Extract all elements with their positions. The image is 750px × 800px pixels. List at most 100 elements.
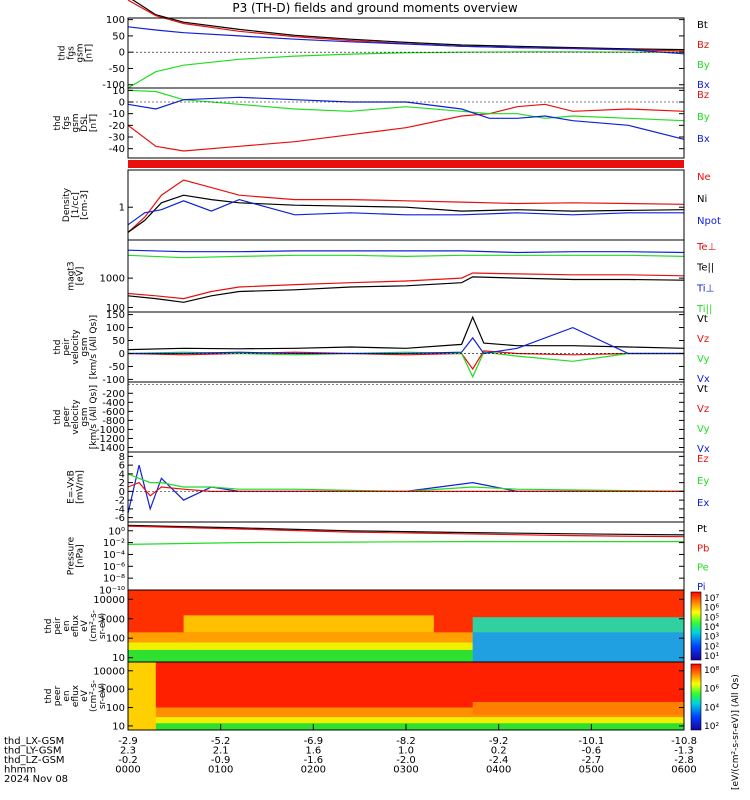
x-tick-label: -6.9 [304,736,324,747]
y-axis-label: fgs [67,46,77,60]
y-tick-label: 1 [119,203,125,214]
series-bz [127,103,685,152]
series-pt [127,524,685,536]
y-tick-label: 50 [112,31,125,42]
colorbar-tick-label: 10¹ [704,652,719,662]
series-pe [127,540,684,545]
x-tick-label: 0400 [486,765,511,776]
panel-10: 10 100 1000 10000 thd peer en eflux eV (cm²-s-sr-… [44,661,685,732]
x-tick-label: -1.6 [304,755,324,766]
series-vx [128,326,684,355]
y-tick-label: -1400 [96,443,125,454]
legend-red: Bz [697,90,709,101]
y-tick-label: 10 [112,653,125,664]
y-axis-label: [nT] [89,114,99,132]
x-tick-label: -9.2 [489,736,509,747]
y-axis-label: sr-eV) [98,683,108,709]
y-tick-label: -1000 [96,425,125,436]
x-tick-label: -2.7 [582,755,602,766]
y-tick-label: 10 [112,86,125,97]
chart-title: P3 (TH-D) fields and ground moments over… [232,1,518,15]
y-axis-label: thd [53,340,63,355]
colorbar [690,591,702,661]
x-row-label: 2024 Nov 08 [4,774,68,785]
y-tick-label: -100 [102,375,125,386]
y-axis-label: eV [80,689,90,702]
legend-red: Pb [697,543,709,554]
y-tick-label: 10⁻⁶ [103,562,125,573]
y-tick-label: -10 [109,109,125,120]
y-axis-label: thd [53,410,63,425]
separator-band [128,160,684,168]
x-tick-label: 0100 [208,765,233,776]
x-tick-label: -0.6 [582,746,602,757]
series-te [127,276,685,303]
colorbar-tick-label: 10⁶ [704,685,719,695]
x-tick-label: 0.2 [491,746,507,757]
series-vy [127,351,684,379]
y-axis-label: [km/s (All Qs)] [89,315,99,379]
series-by [127,51,684,89]
legend-red: Vz [697,404,709,415]
y-tick-label: -200 [102,389,125,400]
y-tick-label: 100 [106,634,125,645]
legend-blue: Pi [697,582,706,593]
panel-frame [127,87,685,159]
spectrogram-band [183,615,434,633]
spectrogram-band [472,702,684,715]
y-axis-label: [nPa] [76,544,86,567]
y-axis-label: gsm [80,337,90,356]
x-tick-label: -10.1 [578,736,604,747]
legend-green: Vy [697,354,710,365]
legend-red: Bz [697,40,709,51]
y-tick-label: 100 [106,15,125,26]
y-axis-label: en [62,620,72,631]
x-tick-label: -10.8 [671,736,697,747]
series-npot [127,198,684,226]
y-tick-label: -800 [102,416,125,427]
x-tick-label: 0600 [671,765,696,776]
y-tick-label: -4 [115,504,125,515]
y-axis-label: eflux [71,684,81,707]
y-axis-label: [nT] [85,44,95,62]
y-axis-label: fgs [62,116,72,130]
y-tick-label: 0 [119,349,125,360]
y-axis-label: (cm²-s- [89,680,99,712]
y-tick-label: -30 [109,133,125,144]
legend-black: Te|| [696,263,714,274]
y-tick-label: -50 [109,362,125,373]
y-tick-label: 6 [119,461,125,472]
series-ne [127,179,685,233]
y-axis-label: DSL [80,114,90,132]
y-tick-label: 2 [119,478,125,489]
x-tick-label: -5.2 [211,736,231,747]
legend-black: Ni [697,194,707,205]
series-te [127,272,685,300]
y-axis-label: velocity [71,399,81,435]
y-tick-label: -1200 [96,434,125,445]
y-axis-label: eflux [71,614,81,637]
colorbar-tick-label: 10⁷ [704,594,719,604]
series-bx [127,26,685,55]
y-axis-label: [mV/m] [76,470,86,504]
y-tick-label: -100 [102,80,125,91]
legend-black: Vt [697,314,708,325]
panel-1: -100 -50 0 50 100 thd fgs gsm [nT] Bt Bz By Bx [58,0,710,91]
colorbar-tick-label: 10⁴ [704,623,719,633]
spectrogram-band [472,632,684,662]
y-axis-label: en [62,690,72,701]
x-tick-label: -2.0 [396,755,416,766]
y-tick-label: 10000 [93,595,125,606]
x-tick-label: 2.3 [120,746,136,757]
series-ni [127,194,685,233]
y-tick-label: -6 [115,513,125,524]
y-axis-label: magt3 [67,261,77,290]
y-axis-label: peir [53,617,63,635]
y-tick-label: 8 [119,452,125,463]
legend-blue: Ti⊥ [696,283,714,294]
panel-9: 10 100 1000 10000 thd peir en eflux eV (cm²-s-sr-… [44,589,685,664]
y-axis-label: (cm²-s- [89,610,99,642]
